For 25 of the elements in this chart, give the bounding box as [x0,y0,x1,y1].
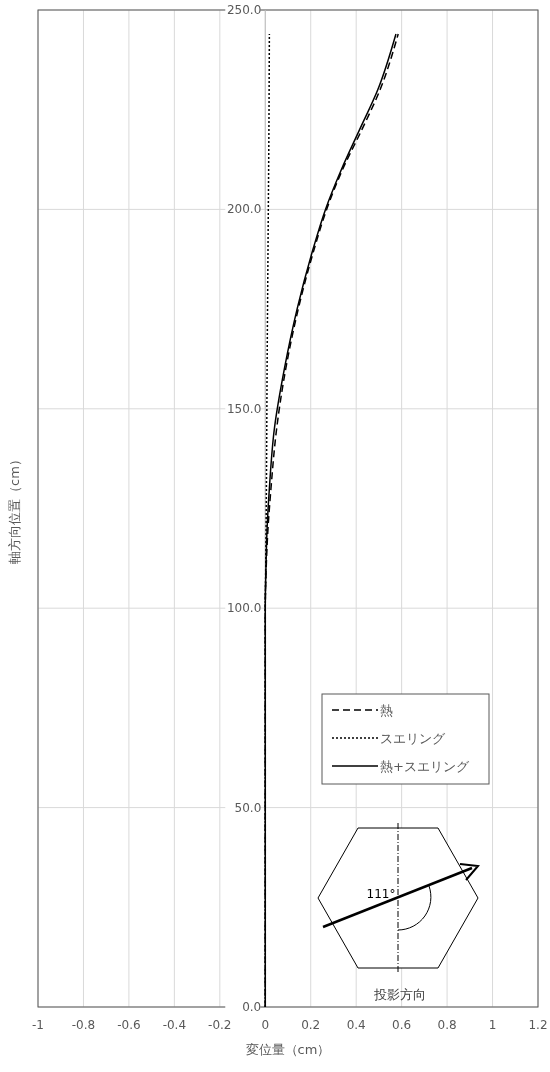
x-tick-label: 0.2 [301,1018,321,1032]
annotation: 111° [366,887,396,901]
y-tick-label: 50.0 [234,800,262,815]
annotation: 投影方向 [373,987,426,1002]
y-tick-label: 250.0 [226,3,262,17]
y-tick-label: 150.0 [226,401,262,416]
x-tick-label: 0 [261,1018,270,1032]
x-axis-title: 変位量（cm） [245,1042,331,1057]
x-tick-label: -1 [32,1018,44,1032]
legend-label: 熱 [380,703,393,718]
y-tick-label: 200.0 [226,202,262,217]
x-tick-label: 1.2 [528,1018,548,1032]
y-tick-label: 0.0 [242,1000,262,1014]
x-tick-label: -0.4 [162,1018,187,1032]
x-tick-label: 0.6 [392,1018,412,1032]
x-tick-label: -0.2 [208,1018,232,1032]
x-tick-label: -0.8 [71,1018,96,1032]
x-tick-label: 0.8 [437,1018,457,1032]
x-tick-label: 0.4 [346,1018,366,1032]
legend-label: 熱+スエリング [380,759,470,774]
x-tick-label: -0.6 [117,1018,141,1032]
legend-label: スエリング [380,731,446,746]
y-tick-label: 100.0 [226,601,262,616]
y-axis-title: 軸方向位置（cm） [7,453,22,564]
x-tick-label: 1 [488,1018,497,1032]
